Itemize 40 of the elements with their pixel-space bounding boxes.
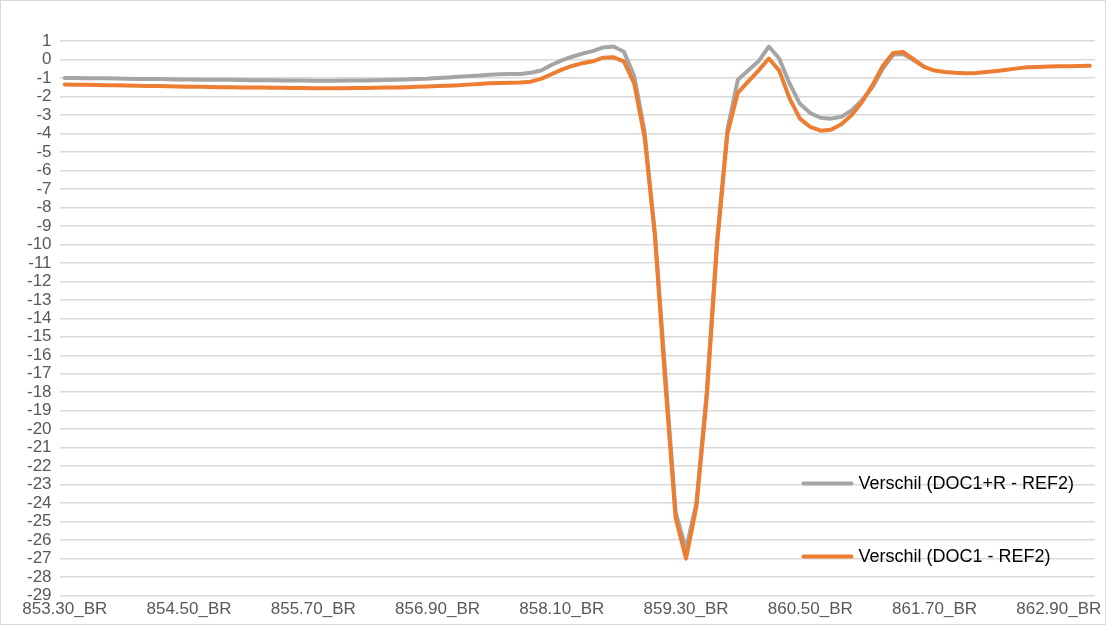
y-tick-label: 1 (42, 30, 52, 50)
y-tick-label: 0 (42, 49, 52, 69)
y-tick-label: -5 (36, 141, 52, 161)
x-tick-label: 856.90_BR (394, 599, 481, 619)
y-tick-label: -13 (26, 289, 52, 309)
y-tick-label: -21 (26, 437, 52, 457)
x-tick-label: 861.70_BR (891, 599, 978, 619)
y-tick-label: -6 (36, 160, 52, 180)
y-tick-label: -10 (26, 234, 52, 254)
y-tick-label: -24 (26, 492, 52, 512)
x-tick-label: 858.10_BR (519, 599, 605, 619)
legend-label: Verschil (DOC1+R - REF2) (858, 472, 1074, 493)
y-tick-label: -7 (36, 178, 52, 198)
x-tick-label: 854.50_BR (146, 599, 232, 619)
y-tick-label: -12 (26, 271, 52, 291)
y-tick-label: -23 (26, 474, 52, 494)
y-tick-label: -16 (26, 344, 52, 364)
y-tick-label: -25 (26, 511, 52, 531)
y-tick-label: -8 (36, 197, 52, 217)
y-tick-label: -14 (26, 307, 52, 327)
y-tick-label: -11 (28, 252, 52, 272)
y-tick-label: -22 (26, 455, 52, 475)
y-tick-label: -26 (26, 529, 52, 549)
y-tick-label: -9 (36, 215, 52, 235)
y-tick-label: -3 (36, 104, 52, 124)
y-tick-label: -19 (26, 400, 52, 420)
legend-label: Verschil (DOC1 - REF2) (858, 545, 1051, 566)
x-tick-label: 860.50_BR (767, 599, 853, 619)
y-tick-label: -20 (26, 418, 52, 438)
y-tick-label: -1 (36, 67, 52, 87)
x-tick-label: 862.90_BR (1016, 599, 1102, 619)
y-tick-label: -18 (26, 381, 52, 401)
y-tick-label: -15 (26, 326, 52, 346)
y-tick-label: -4 (36, 123, 52, 143)
y-tick-label: -28 (26, 566, 52, 586)
x-tick-label: 859.30_BR (643, 599, 729, 619)
x-tick-label: 855.70_BR (270, 599, 356, 619)
y-tick-label: -2 (36, 86, 52, 106)
y-tick-label: -27 (26, 548, 52, 568)
y-tick-label: -17 (26, 363, 52, 383)
